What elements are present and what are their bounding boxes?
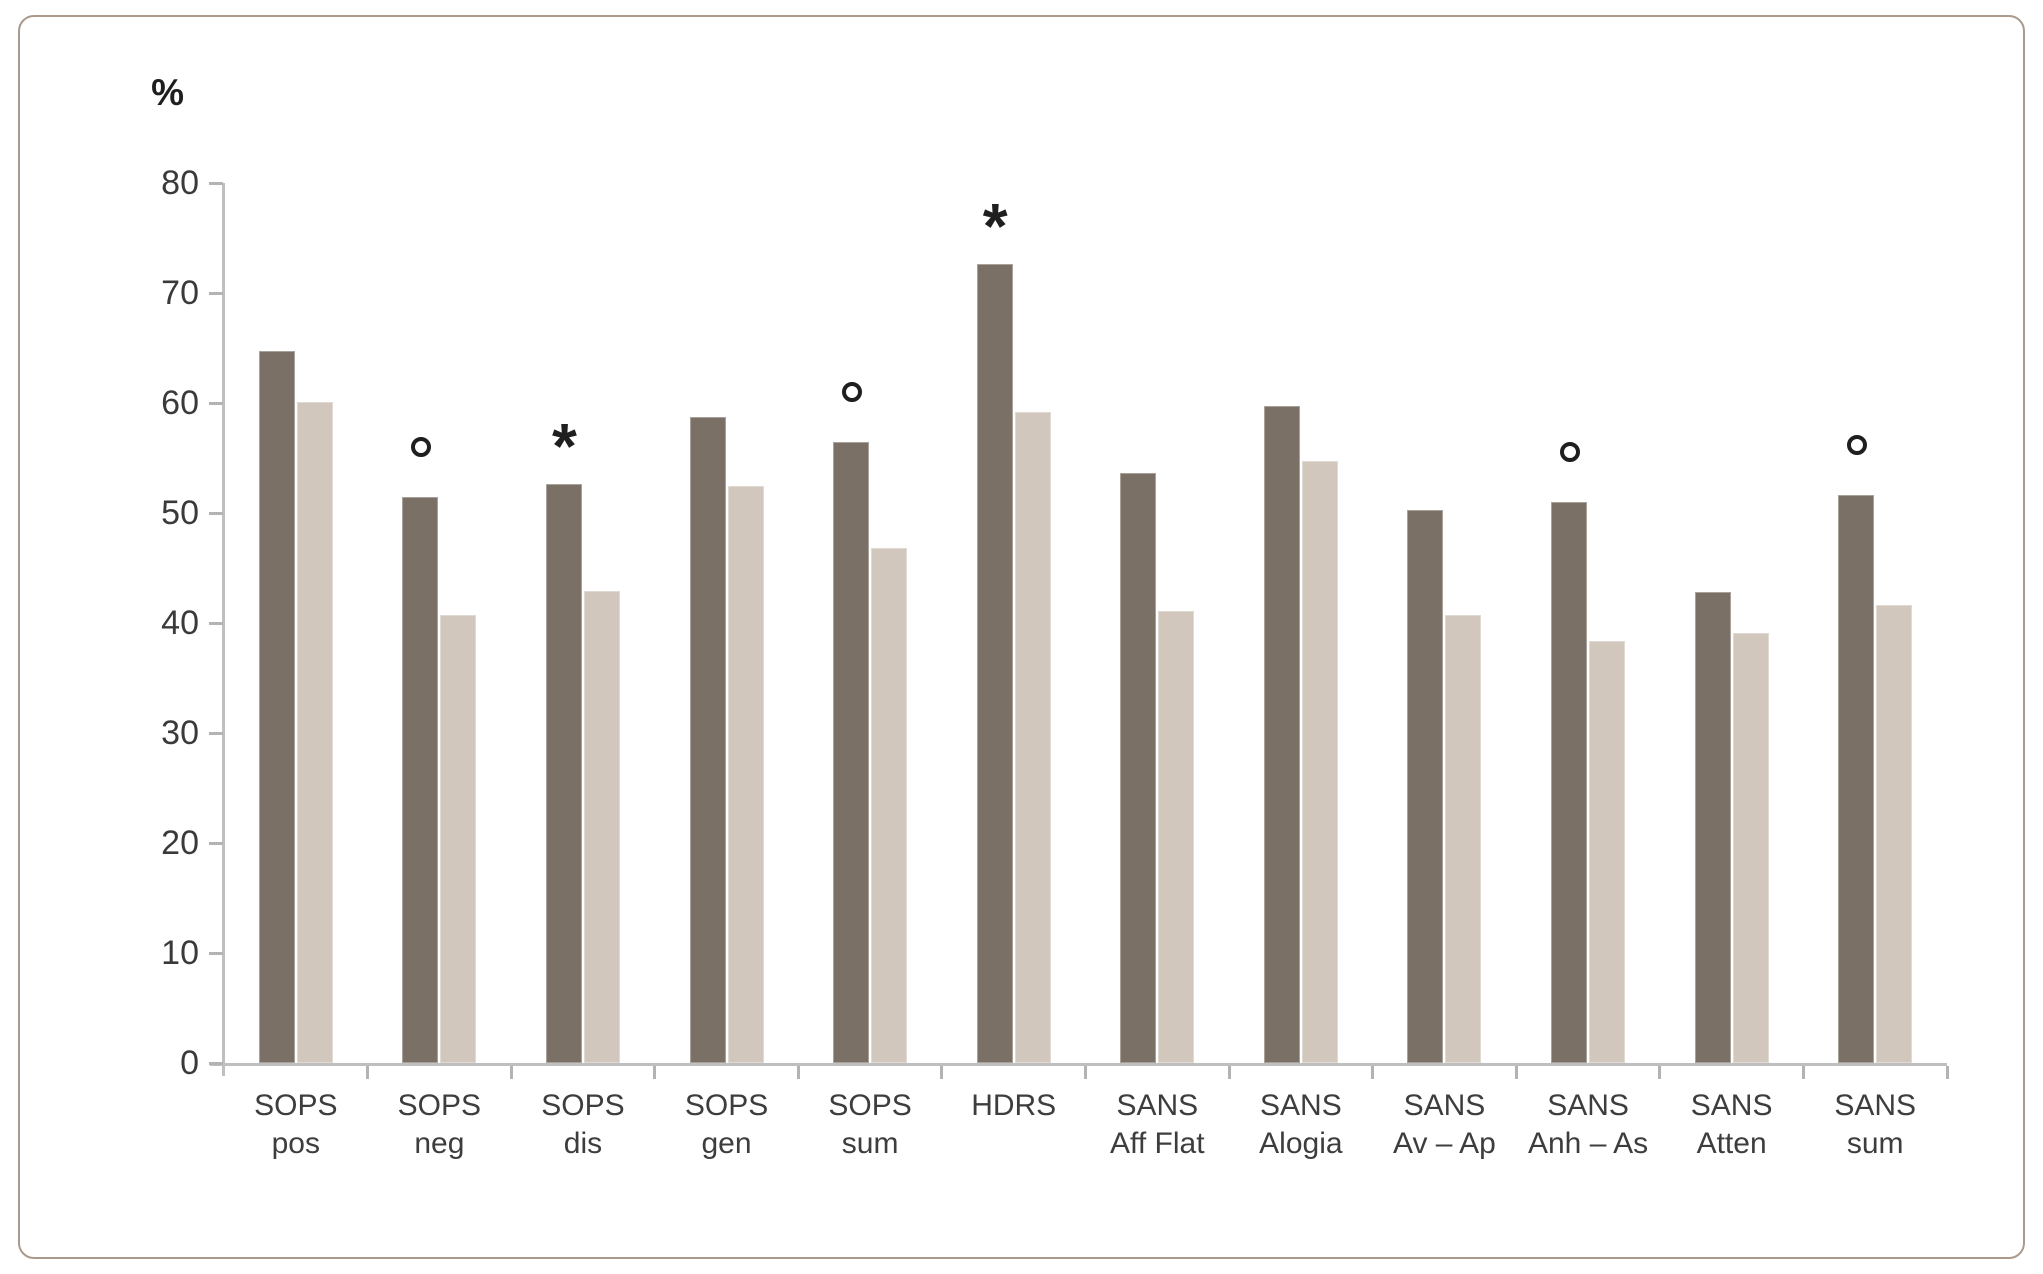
bar-light — [871, 548, 908, 1063]
y-tick-label: 10 — [161, 934, 199, 972]
bar-light — [1445, 615, 1482, 1063]
x-category-label: SANS Aff Flat — [1110, 1089, 1205, 1160]
y-axis-line — [222, 183, 225, 1076]
bar-light — [583, 591, 620, 1063]
x-category-label: SANS Atten — [1690, 1089, 1773, 1160]
bar-dark — [1120, 473, 1157, 1063]
bar-light — [440, 615, 477, 1063]
x-tick — [1371, 1066, 1375, 1079]
bar-dark — [1838, 495, 1875, 1063]
bar-dark — [1407, 509, 1444, 1063]
ring-marker — [841, 381, 862, 402]
x-tick — [509, 1066, 513, 1079]
asterisk-marker: * — [982, 190, 1008, 263]
x-category-label: SANS Anh – As — [1527, 1089, 1649, 1160]
bar-dark — [258, 351, 295, 1063]
x-tick — [1084, 1066, 1087, 1079]
x-category-label: HDRS — [971, 1089, 1057, 1122]
x-category-label: SOPS dis — [541, 1089, 625, 1160]
bar-light — [727, 485, 764, 1063]
asterisk-marker: * — [552, 410, 577, 483]
y-tick-label: 40 — [161, 604, 199, 642]
x-axis-line — [210, 1063, 1947, 1066]
bar-light — [1014, 411, 1051, 1063]
x-tick — [940, 1066, 944, 1079]
bar-dark — [402, 496, 439, 1063]
y-tick — [209, 291, 223, 295]
bar-light — [296, 401, 333, 1063]
y-tick — [209, 731, 223, 735]
y-tick — [209, 621, 223, 625]
bar-dark — [833, 441, 870, 1063]
y-tick — [209, 1061, 223, 1065]
ring-marker — [410, 436, 431, 457]
x-category-label: SOPS sum — [828, 1089, 912, 1160]
y-tick — [209, 511, 223, 515]
y-tick-label: 80 — [161, 164, 199, 202]
x-tick — [1658, 1066, 1662, 1079]
x-tick — [1801, 1066, 1805, 1079]
x-tick — [1945, 1066, 1949, 1079]
bar-dark — [1551, 502, 1588, 1063]
x-category-label: SANS Alogia — [1259, 1089, 1343, 1160]
x-category-label: SANS Av – Ap — [1393, 1089, 1496, 1160]
bar-dark — [689, 417, 726, 1063]
y-tick-label: 60 — [161, 384, 199, 422]
bar-light — [1589, 640, 1626, 1063]
bar-dark — [976, 264, 1013, 1063]
y-tick-label: 70 — [161, 274, 199, 312]
y-tick — [209, 841, 223, 845]
y-tick — [209, 951, 223, 955]
y-tick-label: 30 — [161, 714, 199, 752]
y-axis-unit-label: % — [151, 72, 184, 113]
y-tick-label: 20 — [161, 824, 199, 862]
bar-light — [1732, 632, 1769, 1063]
ring-marker — [1559, 442, 1580, 462]
x-category-label: SOPS gen — [684, 1089, 769, 1160]
x-tick — [1514, 1066, 1518, 1079]
y-tick — [209, 181, 223, 185]
bar-light — [1301, 461, 1338, 1063]
y-tick-label: 0 — [180, 1044, 199, 1082]
x-category-label: SOPS neg — [397, 1089, 482, 1160]
x-category-label: SANS sum — [1834, 1089, 1917, 1160]
bar-dark — [1694, 592, 1731, 1063]
y-tick-label: 50 — [161, 494, 199, 532]
x-tick — [1227, 1066, 1231, 1079]
bar-light — [1876, 605, 1913, 1063]
ring-marker — [1846, 435, 1867, 456]
x-category-label: SOPS pos — [254, 1089, 338, 1160]
bar-dark — [1263, 406, 1300, 1063]
bar-light — [1158, 610, 1195, 1063]
x-tick — [366, 1066, 370, 1079]
x-tick — [653, 1066, 657, 1079]
plot-area: % 0 10 20 30 40 50 60 70 80 SOPS pos SOPS neg SOPS … — [151, 72, 1949, 1160]
x-tick — [796, 1066, 800, 1079]
y-tick — [209, 401, 223, 405]
bar-dark — [545, 484, 582, 1063]
